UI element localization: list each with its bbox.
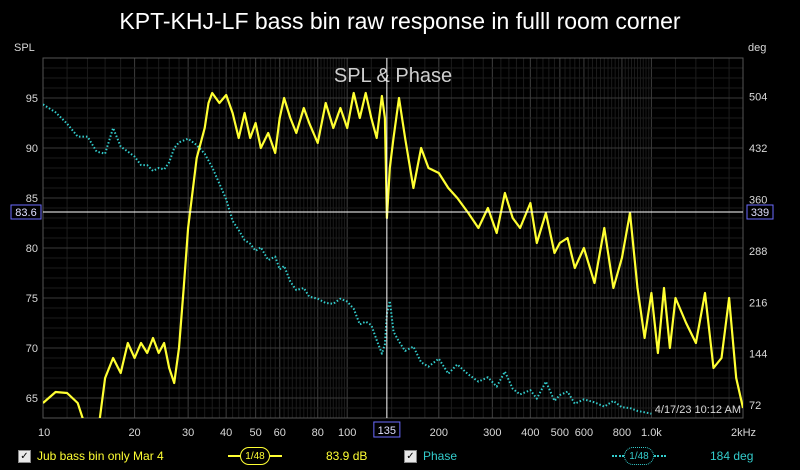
right-tick-label: 432	[749, 143, 767, 155]
x-tick-label: 30	[182, 427, 194, 439]
spl-checkbox[interactable]: ✓	[18, 449, 31, 463]
cursor-right-box	[746, 204, 774, 220]
left-tick-label: 75	[26, 293, 38, 305]
cursor[interactable]: 135 83.6 339	[10, 58, 774, 438]
x-tick-label: 40	[220, 427, 232, 439]
left-axis-label: SPL	[14, 42, 35, 54]
x-tick-label: 200	[430, 427, 448, 439]
spl-smoothing-pill[interactable]: 1/48	[240, 447, 270, 465]
x-tick-label: 500	[551, 427, 569, 439]
x-tick-label: 800	[613, 427, 631, 439]
spl-line	[43, 91, 743, 418]
right-tick-label: 360	[749, 194, 767, 206]
phase-smoothing-pill[interactable]: 1/48	[624, 447, 654, 465]
x-tick-label: 100	[338, 427, 356, 439]
phase-smoothing-control[interactable]: 1/48	[612, 446, 666, 466]
x-tick-label: 300	[483, 427, 501, 439]
cursor-x-label: 135	[378, 425, 396, 437]
x-tick-label: 600	[575, 427, 593, 439]
left-tick-label: 70	[26, 343, 38, 355]
plot-frame	[42, 57, 744, 419]
cursor-right-label: 339	[751, 207, 769, 219]
grid	[42, 57, 744, 419]
legend-spl-toggle[interactable]: ✓ Jub bass bin only Mar 4	[18, 446, 164, 466]
left-tick-label: 80	[26, 243, 38, 255]
x-tick-label: 2kHz	[731, 427, 756, 439]
x-tick-label: 1.0k	[641, 427, 662, 439]
left-tick-label: 65	[26, 393, 38, 405]
left-tick-label: 95	[26, 93, 38, 105]
x-tick-label: 50	[250, 427, 262, 439]
left-tick-label: 85	[26, 193, 38, 205]
right-tick-label: 504	[749, 92, 767, 104]
spl-smoothing-control[interactable]: 1/48	[228, 446, 282, 466]
cursor-x-box	[373, 421, 401, 438]
legend-phase-toggle[interactable]: ✓ Phase	[404, 446, 457, 466]
x-tick-label: 20	[128, 427, 140, 439]
left-tick-label: 90	[26, 143, 38, 155]
cursor-left-box	[10, 204, 42, 220]
x-tick-label: 60	[274, 427, 286, 439]
x-tick-label: 400	[521, 427, 539, 439]
phase-checkbox[interactable]: ✓	[404, 449, 417, 463]
chart-inner-title: SPL & Phase	[334, 65, 452, 87]
legend-phase-name: Phase	[423, 449, 458, 463]
cursor-left-label: 83.6	[15, 207, 36, 219]
legend-phase-value: 184 deg	[710, 449, 754, 463]
legend-spl-value: 83.9 dB	[326, 449, 368, 463]
page-title: KPT-KHJ-LF bass bin raw response in full…	[119, 8, 681, 34]
x-tick-label: 10	[38, 427, 50, 439]
right-tick-label: 216	[749, 297, 767, 309]
x-tick-label: 80	[312, 427, 324, 439]
phase-line	[43, 103, 652, 415]
timestamp: 4/17/23 10:12 AM	[655, 404, 741, 416]
right-tick-label: 72	[749, 400, 761, 412]
right-axis-label: deg	[748, 42, 766, 54]
legend-spl-name: Jub bass bin only Mar 4	[37, 449, 164, 463]
right-tick-label: 288	[749, 246, 767, 258]
series-layer	[43, 91, 743, 418]
tick-labels: 10 20 30 40 50 60 80 100 200 300 400 500 600 800 1.0k 2…	[26, 92, 768, 439]
right-tick-label: 144	[749, 349, 767, 361]
